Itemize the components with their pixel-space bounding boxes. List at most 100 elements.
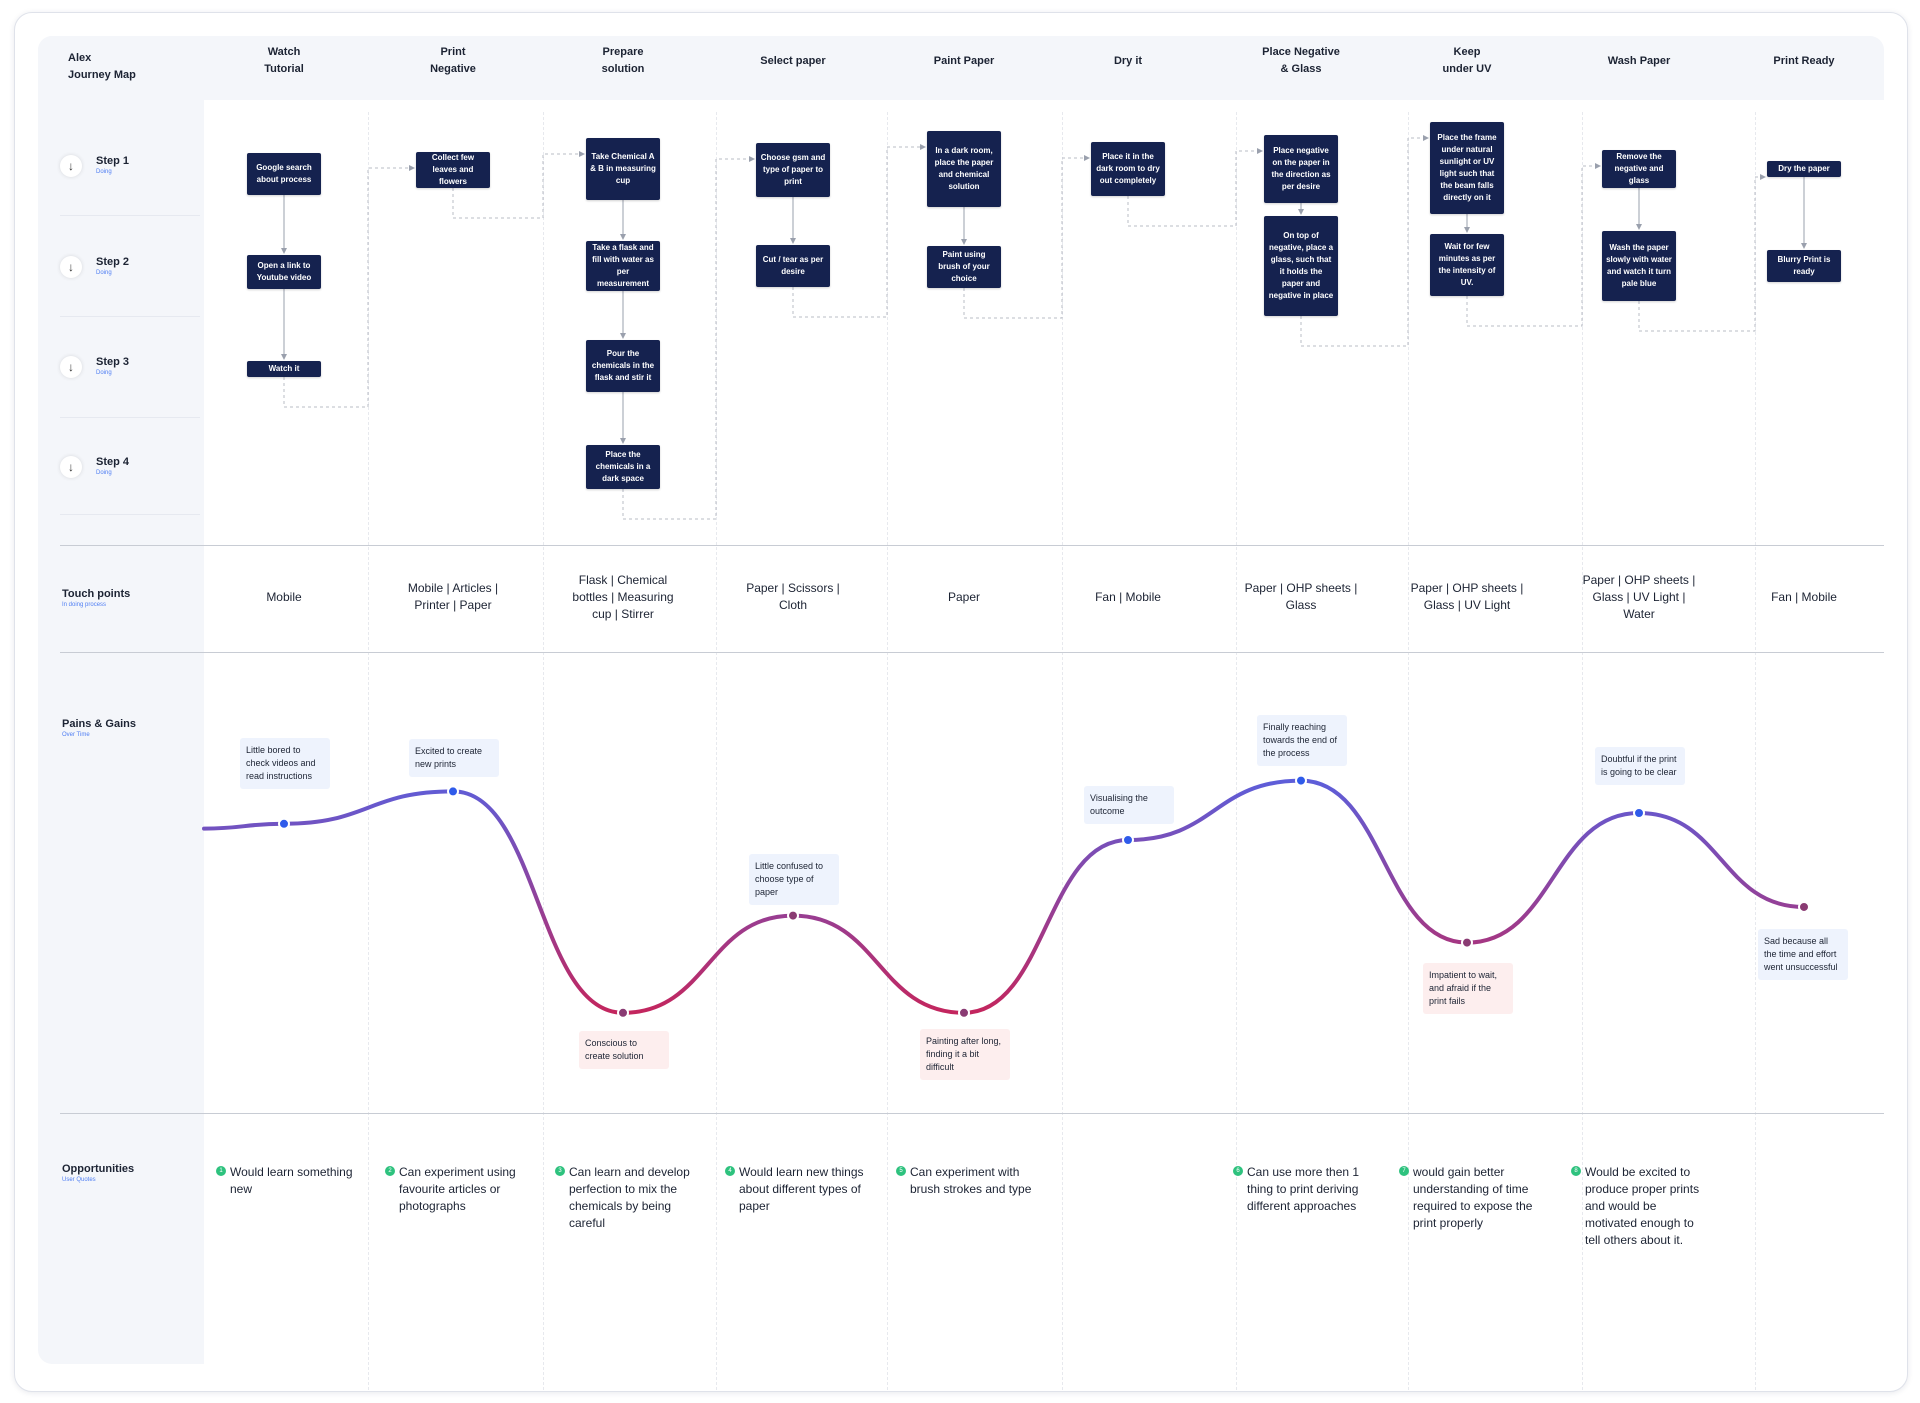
touch-point-5: Paper	[947, 589, 981, 604]
emotion-annotation-7: Finally reaching towards the end of the …	[1257, 714, 1347, 766]
opportunity-number-badge: 1	[216, 1166, 226, 1176]
step-box: Collect few leaves and flowers	[416, 152, 490, 188]
opportunity-text: Can use more then 1 thing to print deriv…	[1247, 1165, 1360, 1213]
emotion-annotation-8: Impatient to wait, and afraid if the pri…	[1423, 962, 1513, 1014]
emotion-point	[1798, 900, 1810, 913]
step-row-sub: Doing	[96, 169, 112, 175]
step-row-name: Step 2	[96, 256, 130, 268]
stage-header-1: Watch Tutorial	[264, 46, 304, 75]
stage-header-9: Wash Paper	[1607, 55, 1671, 67]
row-divider	[60, 215, 200, 216]
emotion-point	[447, 785, 459, 798]
section-divider	[60, 545, 1884, 546]
opportunity-number-badge: 8	[1571, 1166, 1581, 1176]
step-box: Wait for few minutes as per the intensit…	[1430, 234, 1504, 296]
arrow-down-icon: ↓	[60, 256, 82, 278]
emotion-point	[617, 1006, 629, 1019]
stage-header-3: Prepare solution	[601, 46, 645, 75]
touch-point-1: Mobile	[266, 589, 302, 604]
column-guide-line	[368, 112, 369, 1390]
step-row-name: Step 1	[96, 155, 130, 167]
column-guide-line	[543, 112, 544, 1390]
column-guide-line	[1755, 112, 1756, 1390]
emotion-point	[787, 909, 799, 922]
row-divider	[60, 514, 200, 515]
emotion-annotation-6: Visualising the outcome	[1084, 786, 1174, 824]
arrow-down-icon: ↓	[60, 456, 82, 478]
step-box: Paint using brush of your choice	[927, 246, 1001, 288]
pains-gains-label: Pains & Gains Over Time	[62, 718, 136, 738]
emotion-point	[1461, 936, 1473, 949]
stage-header-2: Print Negative	[430, 46, 476, 75]
step-box: Cut / tear as per desire	[756, 245, 830, 287]
emotion-annotation-3: Conscious to create solution	[579, 1030, 669, 1069]
step-box: Choose gsm and type of paper to print	[756, 143, 830, 197]
emotion-point	[278, 817, 290, 830]
opportunity-number-badge: 6	[1233, 1166, 1243, 1176]
column-guide-line	[887, 112, 888, 1390]
stage-header-8: Keep under UV	[1442, 46, 1492, 75]
opportunity-text: Would learn new things about different t…	[739, 1165, 864, 1213]
stage-connector	[622, 156, 755, 520]
stage-header-10: Print Ready	[1773, 55, 1835, 67]
map-title: Alex Journey Map	[68, 52, 136, 81]
emotion-annotation-4: Little confused to choose type of paper	[749, 853, 839, 905]
touch-point-6: Fan | Mobile	[1095, 589, 1161, 604]
step-box: Wash the paper slowly with water and wat…	[1602, 231, 1676, 301]
stage-connector	[792, 144, 926, 318]
opportunity-text: Can experiment with brush strokes and ty…	[910, 1165, 1032, 1196]
touch-point-10: Fan | Mobile	[1771, 589, 1837, 604]
stage-connector	[1300, 135, 1429, 347]
step-box: Place negative on the paper in the direc…	[1264, 135, 1338, 203]
stage-header-7: Place Negative & Glass	[1262, 46, 1340, 75]
stage-connector	[283, 165, 415, 408]
emotion-annotation-10: Sad because all the time and effort went…	[1758, 928, 1848, 980]
step-box: Place it in the dark room to dry out com…	[1091, 142, 1165, 196]
step-box: Google search about process	[247, 153, 321, 195]
step-box: Place the frame under natural sunlight o…	[1430, 122, 1504, 214]
opportunity-text: Would be excited to produce proper print…	[1585, 1165, 1700, 1247]
step-row-name: Step 4	[96, 456, 130, 468]
emotion-point	[1122, 834, 1134, 846]
column-guide-line	[716, 112, 717, 1390]
stage-header-4: Select paper	[760, 55, 826, 67]
opportunity-text: Would learn something new	[230, 1165, 353, 1196]
emotion-annotation-5: Painting after long, finding it a bit di…	[920, 1028, 1010, 1080]
emotion-annotation-1: Little bored to check videos and read in…	[240, 737, 330, 789]
step-row-sub: Doing	[96, 370, 112, 376]
opportunity-number-badge: 3	[555, 1166, 565, 1176]
step-box: Remove the negative and glass	[1602, 150, 1676, 188]
touch-point-9: Paper | OHP sheets | Glass | UV Light | …	[1582, 572, 1696, 621]
column-guide-line	[1062, 112, 1063, 1390]
section-divider	[60, 652, 1884, 653]
emotion-point	[1633, 807, 1645, 819]
step-box: Open a link to Youtube video	[247, 255, 321, 289]
touch-point-2: Mobile | Articles | Printer | Paper	[407, 581, 499, 612]
column-guide-line	[1236, 112, 1237, 1390]
step-box: Blurry Print is ready	[1767, 250, 1841, 282]
opportunities-label: Opportunities User Quotes	[62, 1163, 135, 1183]
stage-header-5: Paint Paper	[933, 55, 995, 67]
emotion-point	[1295, 774, 1307, 787]
stage-connector	[1638, 174, 1766, 332]
emotion-line	[202, 778, 1806, 1015]
arrow-down-icon: ↓	[60, 155, 82, 177]
opportunity-number-badge: 2	[385, 1166, 395, 1176]
opportunity-text: would gain better understanding of time …	[1413, 1165, 1533, 1230]
stage-connector	[963, 155, 1090, 319]
touch-point-3: Flask | Chemical bottles | Measuring cup…	[572, 572, 674, 621]
touch-point-8: Paper | OHP sheets | Glass | UV Light	[1410, 581, 1524, 612]
touch-point-7: Paper | OHP sheets | Glass	[1244, 581, 1358, 612]
step-box: Take Chemical A & B in measuring cup	[586, 138, 660, 200]
opportunity-text: Can experiment using favourite articles …	[399, 1165, 516, 1213]
stage-connector	[452, 151, 585, 219]
emotion-annotation-9: Doubtful if the print is going to be cle…	[1595, 747, 1685, 785]
row-divider	[60, 316, 200, 317]
arrow-down-icon: ↓	[60, 356, 82, 378]
touch-points-label: Touch points In doing process	[62, 588, 131, 608]
step-box: Take a flask and fill with water as per …	[586, 241, 660, 291]
section-divider	[60, 1113, 1884, 1114]
emotion-point	[958, 1006, 970, 1019]
